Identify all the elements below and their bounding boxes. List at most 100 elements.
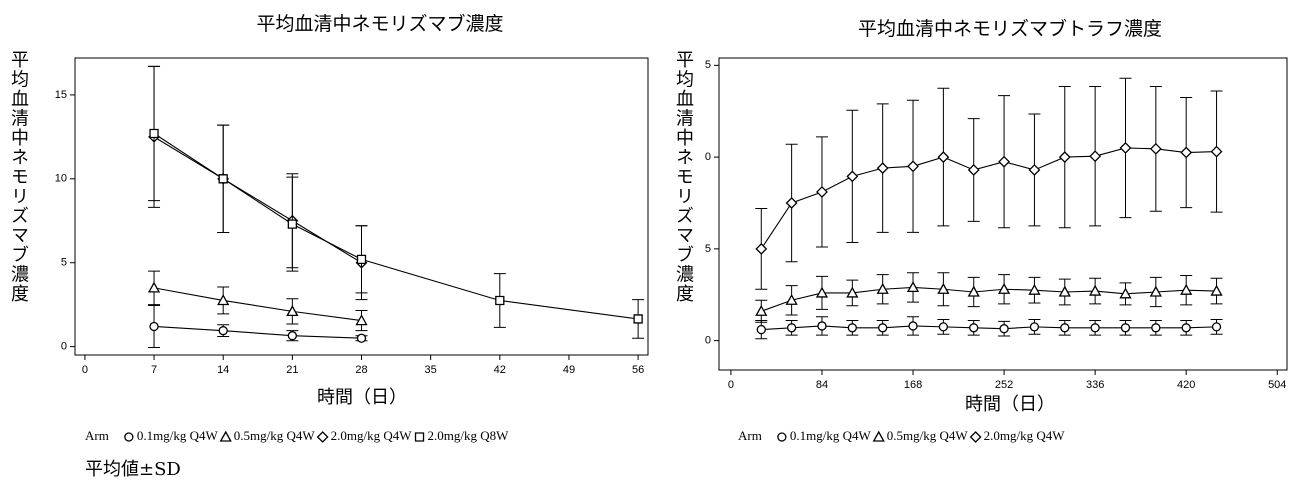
marker — [846, 170, 859, 183]
marker — [1180, 283, 1193, 295]
y-tick-label: 5 — [705, 243, 711, 255]
marker — [1058, 151, 1071, 164]
legend-label: 0.5mg/kg Q4W — [887, 428, 969, 443]
x-tick-label: 35 — [425, 364, 437, 376]
y-axis-label: 平均血清中ネモリズマブ濃度 — [8, 50, 29, 304]
marker — [1089, 284, 1102, 296]
marker — [969, 323, 979, 333]
legend-label: 0.5mg/kg Q4W — [234, 428, 316, 443]
x-tick-label: 7 — [151, 364, 157, 376]
marker — [217, 294, 230, 306]
marker — [149, 321, 159, 332]
marker — [1181, 323, 1191, 333]
marker — [756, 324, 766, 335]
series-line — [153, 133, 639, 320]
marker — [287, 331, 297, 341]
x-tick-label: 168 — [904, 379, 922, 391]
marker — [356, 333, 367, 343]
plot-frame — [718, 57, 1288, 371]
marker — [938, 322, 949, 332]
x-tick-label: 84 — [816, 379, 828, 391]
marker — [1090, 323, 1100, 333]
marker — [149, 128, 159, 139]
marker — [908, 321, 918, 331]
series-line — [761, 325, 1217, 331]
marker — [878, 323, 888, 333]
x-tick-label: 49 — [563, 364, 575, 376]
marker — [1058, 285, 1071, 297]
chart-title: 平均血清中ネモリズマブトラフ濃度 — [858, 17, 1162, 40]
marker — [316, 431, 329, 443]
legend-item: 2.0mg/kg Q4W — [316, 428, 413, 443]
marker — [997, 282, 1011, 294]
x-tick-label: 336 — [1086, 379, 1104, 391]
marker — [219, 430, 232, 442]
marker — [1210, 145, 1223, 158]
x-tick-label: 14 — [217, 364, 229, 376]
y-tick-label: 5 — [705, 59, 711, 71]
marker — [495, 295, 505, 306]
legend-item: 2.0mg/kg Q8W — [414, 428, 509, 443]
marker — [785, 197, 798, 209]
marker — [1119, 287, 1132, 299]
marker — [1060, 323, 1070, 333]
marker — [785, 293, 798, 305]
x-tick-label: 21 — [286, 364, 298, 376]
marker — [967, 164, 980, 176]
legend-title: Arm — [738, 428, 762, 443]
marker — [777, 432, 787, 442]
legend-item: 0.5mg/kg Q4W — [219, 428, 316, 443]
y-tick-label: 0 — [705, 335, 711, 347]
y-tick-label: 5 — [61, 257, 67, 269]
marker — [1211, 322, 1222, 332]
marker — [815, 286, 829, 298]
marker — [1089, 150, 1102, 163]
marker — [872, 430, 885, 442]
x-axis-label: 時間（日） — [965, 394, 1055, 415]
x-tick-label: 252 — [995, 379, 1013, 391]
legend-item: 2.0mg/kg Q4W — [969, 428, 1066, 443]
marker — [1180, 146, 1193, 159]
legend-title: Arm — [85, 428, 109, 443]
marker — [876, 162, 889, 175]
marker — [817, 321, 827, 331]
legend-item: 0.5mg/kg Q4W — [872, 428, 969, 443]
marker — [1210, 284, 1223, 296]
marker — [999, 324, 1009, 334]
x-tick-label: 42 — [494, 364, 506, 376]
x-tick-label: 504 — [1268, 379, 1286, 391]
marker — [414, 432, 425, 442]
marker — [287, 219, 297, 229]
marker — [218, 174, 228, 184]
chart-title: 平均血清中ネモリズマブ濃度 — [256, 12, 503, 35]
marker — [967, 285, 980, 297]
marker — [969, 431, 982, 443]
marker — [356, 254, 367, 265]
marker — [1149, 142, 1162, 155]
legend-label: 2.0mg/kg Q4W — [984, 428, 1066, 443]
marker — [755, 304, 768, 316]
legend-label: 2.0mg/kg Q4W — [331, 428, 413, 443]
marker — [355, 314, 368, 326]
y-axis-label: 平均血清中ネモリズマブ濃度 — [673, 50, 694, 304]
x-tick-label: 28 — [355, 364, 367, 376]
marker — [786, 323, 797, 333]
marker — [906, 281, 920, 293]
marker — [755, 242, 768, 255]
marker — [1028, 164, 1041, 176]
series-line — [153, 287, 362, 322]
marker — [1149, 285, 1162, 297]
legend-item: 0.1mg/kg Q4W — [777, 428, 871, 443]
marker — [937, 282, 950, 294]
marker — [876, 282, 889, 294]
x-tick-label: 0 — [82, 364, 88, 376]
series-line — [761, 286, 1217, 312]
marker — [846, 286, 859, 298]
marker — [124, 432, 134, 442]
marker — [1119, 142, 1132, 154]
y-tick-label: 10 — [55, 173, 67, 185]
marker — [1029, 322, 1040, 332]
legend-item: 0.1mg/kg Q4W — [124, 428, 218, 443]
marker — [633, 314, 643, 324]
x-tick-label: 56 — [632, 364, 644, 376]
